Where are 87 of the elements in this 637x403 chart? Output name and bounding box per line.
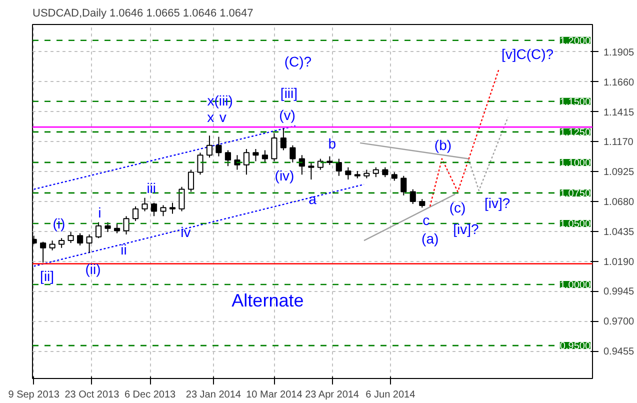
candlestick bbox=[86, 234, 92, 254]
annotation: x(iii) bbox=[207, 92, 233, 109]
x-tick-label: 23 Oct 2013 bbox=[64, 390, 120, 400]
annotation: iv bbox=[180, 224, 191, 240]
annotation: (ii) bbox=[85, 261, 101, 278]
annotation: i bbox=[98, 204, 102, 220]
candlestick bbox=[410, 188, 416, 204]
annotation: c bbox=[422, 212, 430, 228]
y-tick-label: 1.1170 bbox=[604, 137, 634, 148]
candlestick bbox=[178, 186, 185, 212]
candlestick bbox=[234, 154, 240, 170]
candlestick bbox=[160, 204, 166, 217]
annotation: ii bbox=[120, 242, 127, 258]
y-tick-label: 1.1660 bbox=[604, 77, 635, 88]
annotation: (iv) bbox=[274, 167, 294, 184]
annotation: v bbox=[219, 109, 226, 126]
candlestick bbox=[271, 132, 278, 162]
candlestick bbox=[49, 240, 56, 251]
annotation: a bbox=[308, 191, 317, 208]
candlestick bbox=[252, 148, 259, 162]
candlestick bbox=[68, 232, 74, 244]
ref-line-label: 1.0000 bbox=[560, 280, 591, 292]
candlestick bbox=[95, 222, 102, 239]
x-tick-label: 23 Apr 2014 bbox=[305, 390, 360, 400]
y-tick-label: 1.0190 bbox=[604, 256, 635, 268]
candlestick bbox=[382, 166, 388, 178]
candlestick bbox=[216, 136, 222, 157]
candlestick bbox=[188, 169, 194, 192]
candlestick bbox=[40, 241, 46, 264]
candlestick bbox=[169, 202, 176, 214]
y-tick-label: 1.0680 bbox=[604, 197, 635, 208]
candlestick bbox=[317, 158, 324, 170]
annotation: (i) bbox=[52, 215, 66, 232]
y-tick-label: 0.9455 bbox=[604, 346, 635, 358]
ref-line-label: 1.1000 bbox=[560, 158, 591, 169]
annotation: (v) bbox=[279, 106, 296, 123]
candlestick bbox=[104, 222, 111, 233]
annotation: [v]C(C)? bbox=[501, 46, 554, 62]
annotation: (b) bbox=[434, 137, 452, 154]
x-tick-label: 6 Dec 2013 bbox=[124, 390, 176, 400]
annotation: Alternate bbox=[232, 290, 304, 311]
candlestick bbox=[345, 166, 352, 180]
annotation: [iv]? bbox=[484, 194, 510, 211]
candlestick bbox=[77, 232, 84, 246]
candlestick bbox=[58, 238, 65, 248]
x-tick-label: 6 Jun 2014 bbox=[366, 390, 416, 400]
candlestick bbox=[243, 148, 250, 176]
ref-line-label: 1.1250 bbox=[560, 127, 591, 138]
candlestick bbox=[123, 216, 130, 235]
ref-line-label: 1.1500 bbox=[560, 96, 591, 108]
candlestick bbox=[142, 197, 148, 212]
chart-title: USDCAD,Daily 1.0646 1.0665 1.0646 1.0647 bbox=[32, 8, 254, 20]
annotation: iii bbox=[146, 180, 156, 196]
candlestick bbox=[400, 175, 407, 196]
candlestick bbox=[114, 222, 120, 234]
candlestick bbox=[132, 206, 139, 222]
annotation: (C)? bbox=[284, 54, 312, 70]
candlestick bbox=[280, 128, 286, 151]
annotation: (a) bbox=[422, 230, 439, 246]
candlestick bbox=[197, 152, 204, 176]
ref-line-label: 0.9500 bbox=[560, 341, 591, 352]
y-tick-label: 1.1415 bbox=[604, 107, 635, 118]
candlestick bbox=[336, 158, 342, 176]
y-tick-label: 1.1905 bbox=[604, 47, 635, 58]
annotation: (c) bbox=[449, 200, 466, 216]
y-tick-label: 1.0435 bbox=[604, 226, 635, 238]
candlestick bbox=[224, 150, 232, 167]
ref-line-label: 1.0500 bbox=[560, 218, 591, 230]
candlestick bbox=[290, 144, 296, 163]
x-tick-label: 10 Mar 2014 bbox=[246, 390, 303, 400]
y-tick-label: 0.9700 bbox=[604, 316, 635, 328]
candlestick bbox=[150, 202, 158, 217]
annotation: [iv]? bbox=[453, 221, 479, 238]
x-tick-label: 23 Jan 2014 bbox=[186, 390, 242, 400]
candlestick bbox=[206, 135, 213, 158]
ref-line-label: 1.2000 bbox=[560, 36, 591, 47]
candlestick bbox=[262, 150, 268, 163]
candlestick bbox=[372, 166, 379, 178]
annotation: [iii] bbox=[280, 84, 298, 101]
y-tick-label: 0.9945 bbox=[604, 286, 635, 298]
y-tick-label: 1.0925 bbox=[604, 167, 635, 178]
annotation: [ii] bbox=[40, 268, 54, 284]
candlestick bbox=[308, 162, 314, 180]
ref-line-label: 1.0750 bbox=[560, 188, 591, 200]
annotation: b bbox=[328, 135, 336, 152]
annotation: x bbox=[207, 109, 214, 126]
x-tick-label: 9 Sep 2013 bbox=[8, 390, 60, 400]
